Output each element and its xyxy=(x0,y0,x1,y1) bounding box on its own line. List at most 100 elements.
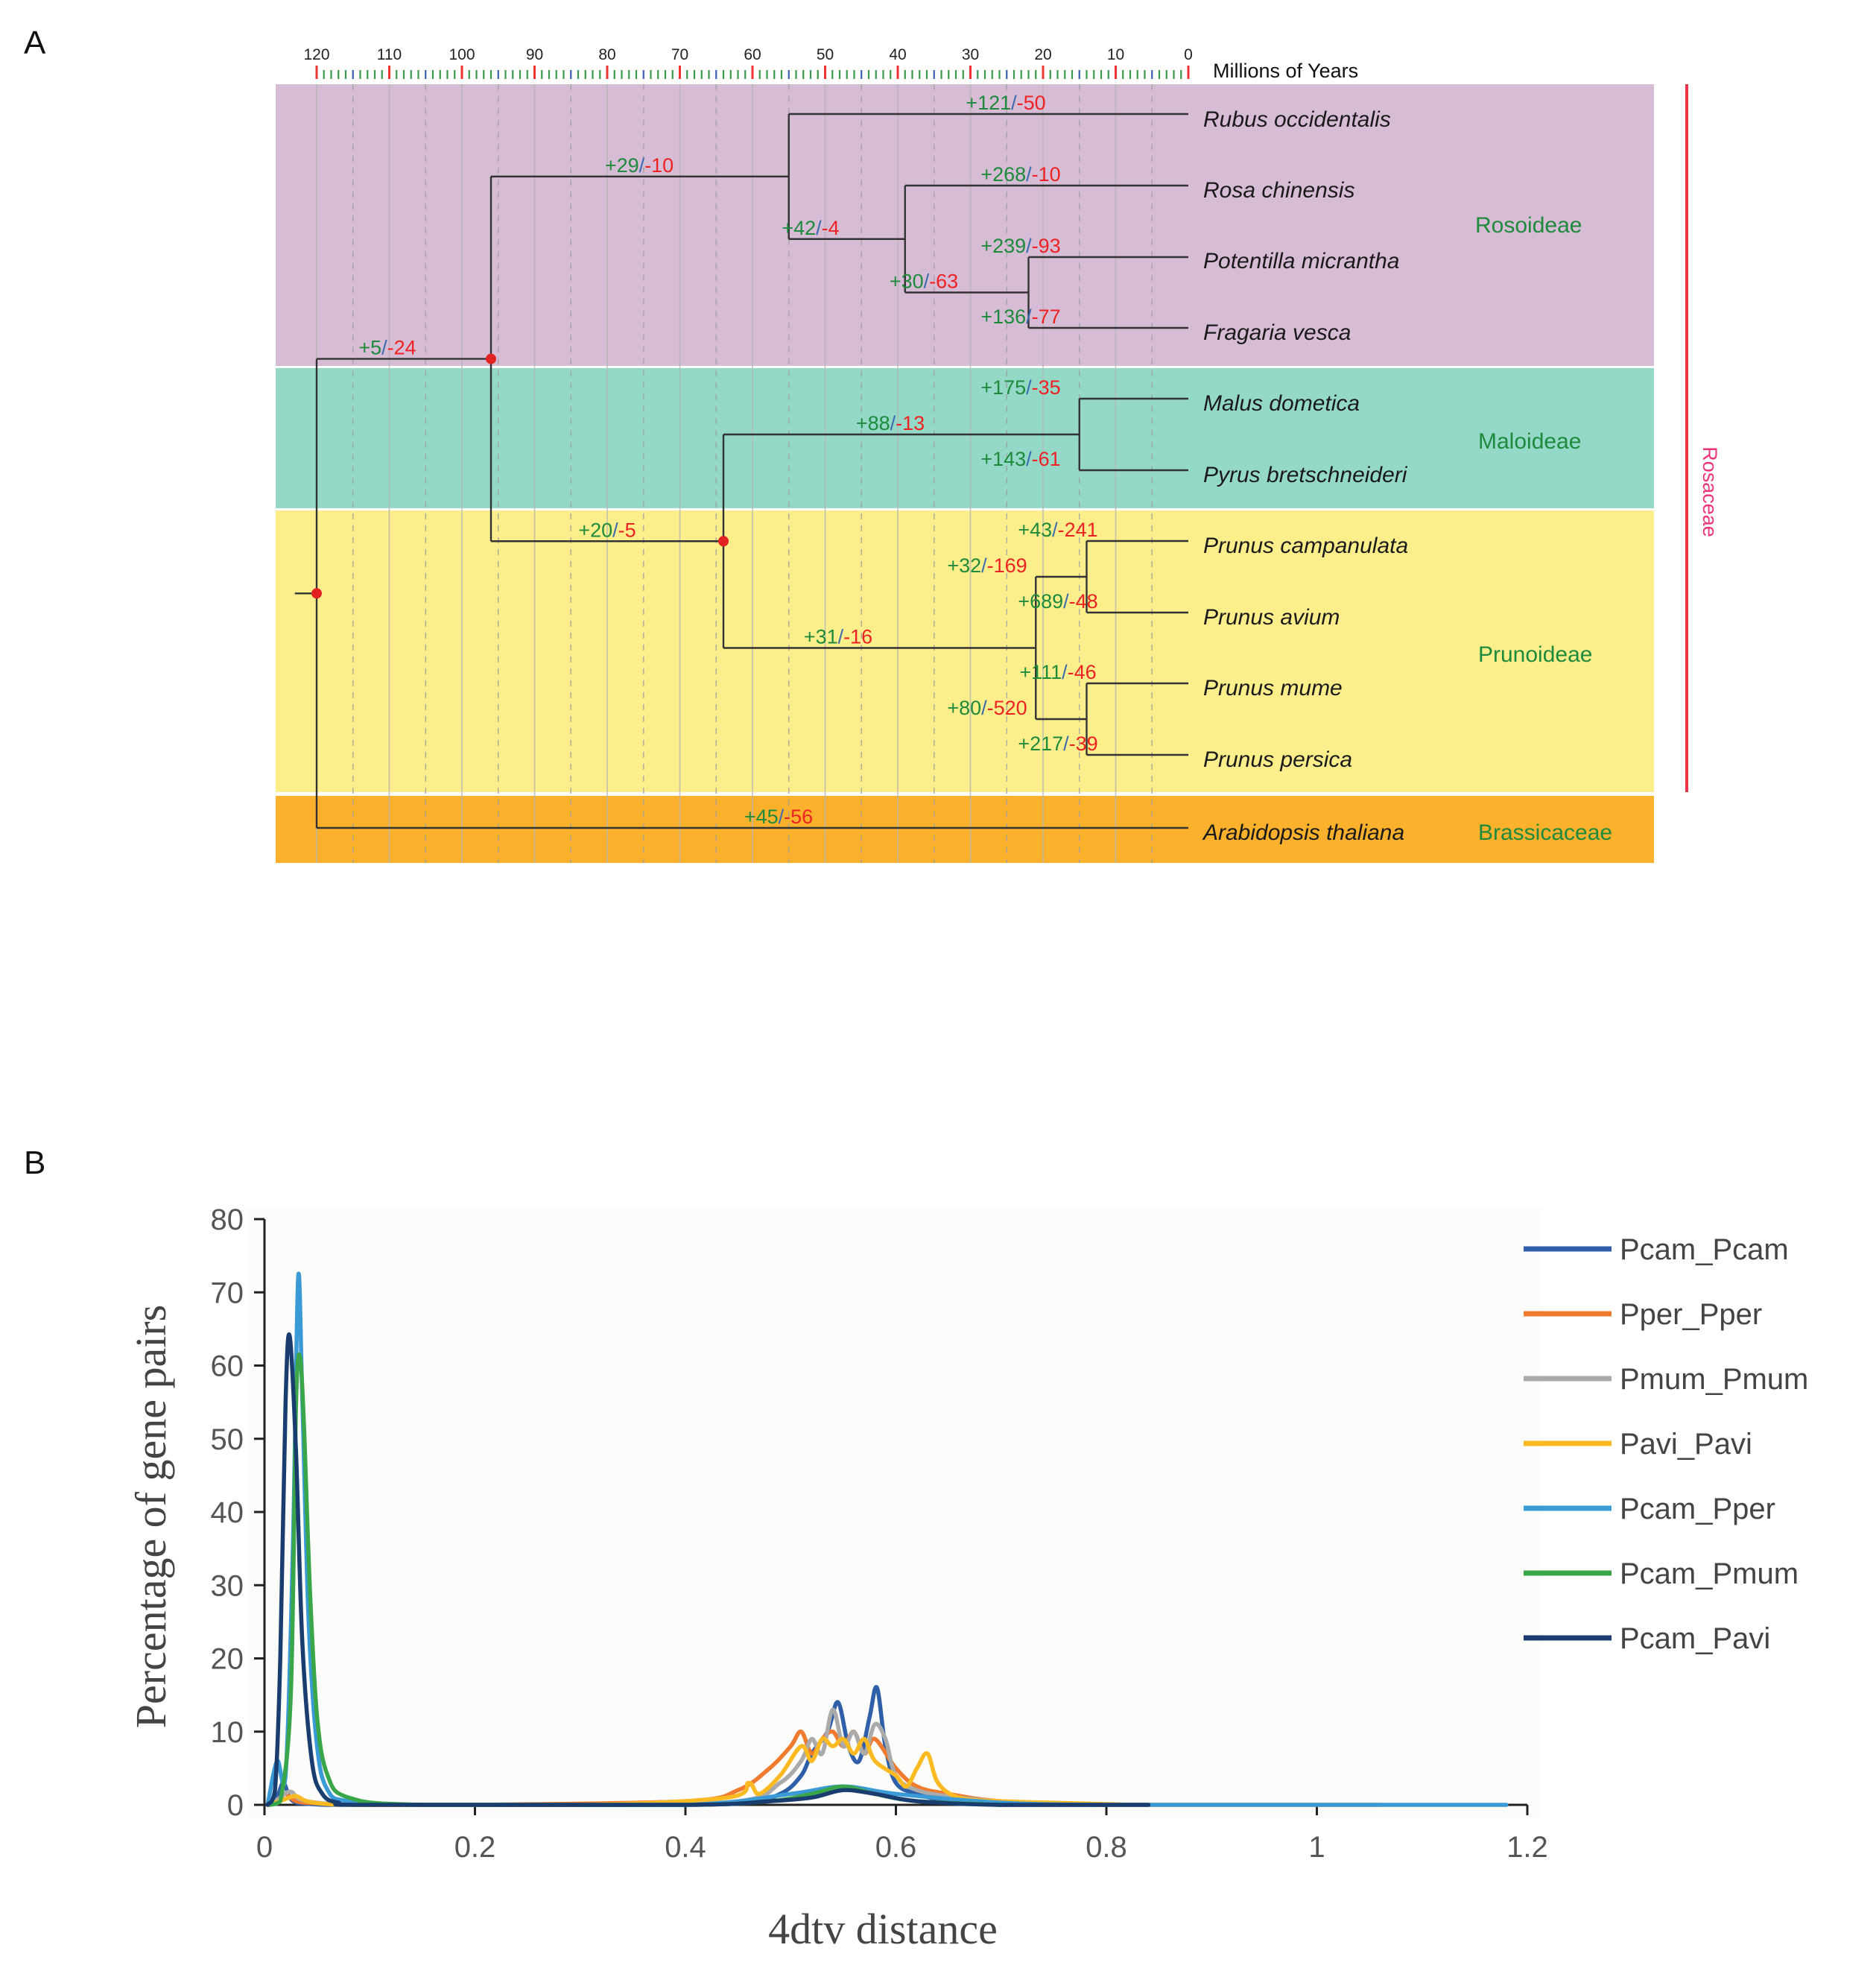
species-label: Pyrus bretschneideri xyxy=(1203,463,1408,487)
time-axis-tick-label: 50 xyxy=(817,46,834,63)
band-prunoideae xyxy=(276,510,1654,792)
branch-change-label: +45/-56 xyxy=(744,806,813,828)
branch-change-label: +30/-63 xyxy=(890,271,958,293)
chart-legend: Pcam_Pcam Pper_Pper Pmum_Pmum Pavi_Pavi Pcam… xyxy=(1524,1233,1808,1655)
legend-label: Pavi_Pavi xyxy=(1620,1428,1752,1461)
species-label: Prunus campanulata xyxy=(1203,534,1408,558)
branch-change-label: +5/-24 xyxy=(358,337,416,359)
branch-change-label: +143/-61 xyxy=(980,448,1060,470)
time-axis-tick-label: 70 xyxy=(671,46,688,63)
time-axis-unit-label: Millions of Years xyxy=(1213,60,1358,82)
loss-value: -13 xyxy=(896,412,925,434)
branch-change-label: +31/-16 xyxy=(804,626,872,648)
y-tick-label: 10 xyxy=(211,1716,244,1749)
band-brassicaceae xyxy=(276,796,1654,863)
x-tick-label: 0.4 xyxy=(665,1831,706,1864)
gain-value: +111 xyxy=(1019,661,1062,683)
time-axis-tick-label: 10 xyxy=(1107,46,1124,63)
separator: / xyxy=(639,154,645,177)
loss-value: -520 xyxy=(987,697,1027,719)
species-label: Potentilla micrantha xyxy=(1203,249,1399,273)
time-axis-tick-label: 20 xyxy=(1034,46,1051,63)
branch-change-label: +121/-50 xyxy=(966,92,1045,114)
species-label: Rosa chinensis xyxy=(1203,178,1354,203)
chart-series xyxy=(265,1271,1509,1807)
band-rosoideae xyxy=(276,84,1654,366)
branch-change-label: +175/-35 xyxy=(980,376,1060,399)
separator: / xyxy=(381,337,387,359)
branch-change-label: +80/-520 xyxy=(947,697,1027,719)
branch-change-label: +29/-10 xyxy=(605,154,674,177)
species-label: Arabidopsis thaliana xyxy=(1202,820,1404,845)
separator: / xyxy=(838,626,844,648)
loss-value: -5 xyxy=(618,519,636,541)
loss-value: -63 xyxy=(929,271,958,293)
separator: / xyxy=(1026,306,1032,328)
gain-value: +32 xyxy=(947,554,981,577)
time-axis-tick-label: 60 xyxy=(744,46,761,63)
x-tick-label: 0.8 xyxy=(1086,1831,1127,1864)
species-label: Malus dometica xyxy=(1203,391,1360,416)
separator: / xyxy=(779,806,785,828)
series-line-pcam-pmum xyxy=(267,1352,1004,1807)
loss-value: -10 xyxy=(644,154,674,177)
separator: / xyxy=(890,412,896,434)
y-tick-label: 70 xyxy=(211,1277,244,1309)
legend-label: Pcam_Pper xyxy=(1620,1493,1775,1525)
x-tick-label: 1.2 xyxy=(1506,1831,1548,1864)
y-tick-label: 0 xyxy=(227,1789,244,1822)
separator: / xyxy=(1026,163,1032,186)
legend-label: Pmum_Pmum xyxy=(1620,1363,1808,1396)
rosaceae-label: Rosaceae xyxy=(1699,446,1721,537)
separator: / xyxy=(1063,733,1069,755)
loss-value: -48 xyxy=(1069,590,1098,613)
species-label: Prunus persica xyxy=(1203,747,1352,772)
group-labels: Rosoideae Maloideae Prunoideae Brassicac… xyxy=(1475,213,1612,845)
group-label-rosoideae: Rosoideae xyxy=(1475,213,1582,238)
time-axis-tick-label: 40 xyxy=(889,46,906,63)
separator: / xyxy=(1026,235,1032,257)
branch-change-label: +42/-4 xyxy=(782,217,839,239)
calibration-node xyxy=(311,588,322,599)
branch-change-label: +32/-169 xyxy=(947,554,1027,577)
band-maloideae xyxy=(276,368,1654,508)
branch-change-label: +111/-46 xyxy=(1019,661,1096,683)
species-label: Prunus avium xyxy=(1203,605,1340,630)
x-tick-label: 1 xyxy=(1308,1831,1325,1864)
loss-value: -39 xyxy=(1069,733,1098,755)
panel-b: B 0 10 20 30 40 50 60 70 80 0 0.2 0.4 0.6 0.8 1 1.2 Pca… xyxy=(24,1145,1808,1953)
gain-value: +31 xyxy=(804,626,838,648)
gain-value: +143 xyxy=(980,448,1026,470)
branch-change-label: +88/-13 xyxy=(856,412,925,434)
group-label-maloideae: Maloideae xyxy=(1478,429,1581,454)
separator: / xyxy=(1052,519,1058,541)
loss-value: -77 xyxy=(1032,306,1061,328)
series-line-pcam-pavi xyxy=(265,1332,1151,1807)
time-gridlines xyxy=(316,84,1153,863)
time-axis-tick-label: 80 xyxy=(598,46,615,63)
y-tick-label: 80 xyxy=(211,1203,244,1236)
separator: / xyxy=(1026,376,1032,399)
loss-value: -24 xyxy=(387,337,416,359)
gain-value: +30 xyxy=(890,271,924,293)
time-axis-tick-label: 110 xyxy=(377,46,402,63)
species-label: Fragaria vesca xyxy=(1203,320,1351,345)
loss-value: -241 xyxy=(1058,519,1098,541)
branch-change-label: +239/-93 xyxy=(980,235,1060,257)
group-label-brassicaceae: Brassicaceae xyxy=(1478,820,1612,845)
gain-value: +29 xyxy=(605,154,639,177)
species-labels: Rubus occidentalis Rosa chinensis Potent… xyxy=(1202,107,1408,845)
time-axis-tick-label: 90 xyxy=(526,46,543,63)
time-axis: 120 110 100 90 80 70 60 50 40 30 20 10 0 xyxy=(303,46,1193,79)
gene-family-changes: +121/-50+268/-10+239/-93+136/-77+30/-63+… xyxy=(358,92,1097,828)
gain-value: +136 xyxy=(980,306,1026,328)
y-axis-title: Percentage of gene pairs xyxy=(127,1305,175,1728)
legend-label: Pcam_Pmum xyxy=(1620,1557,1799,1590)
y-tick-label: 40 xyxy=(211,1496,244,1529)
y-tick-label: 50 xyxy=(211,1423,244,1456)
gain-value: +80 xyxy=(947,697,981,719)
separator: / xyxy=(612,519,618,541)
loss-value: -50 xyxy=(1017,92,1046,114)
x-tick-label: 0 xyxy=(256,1831,273,1864)
